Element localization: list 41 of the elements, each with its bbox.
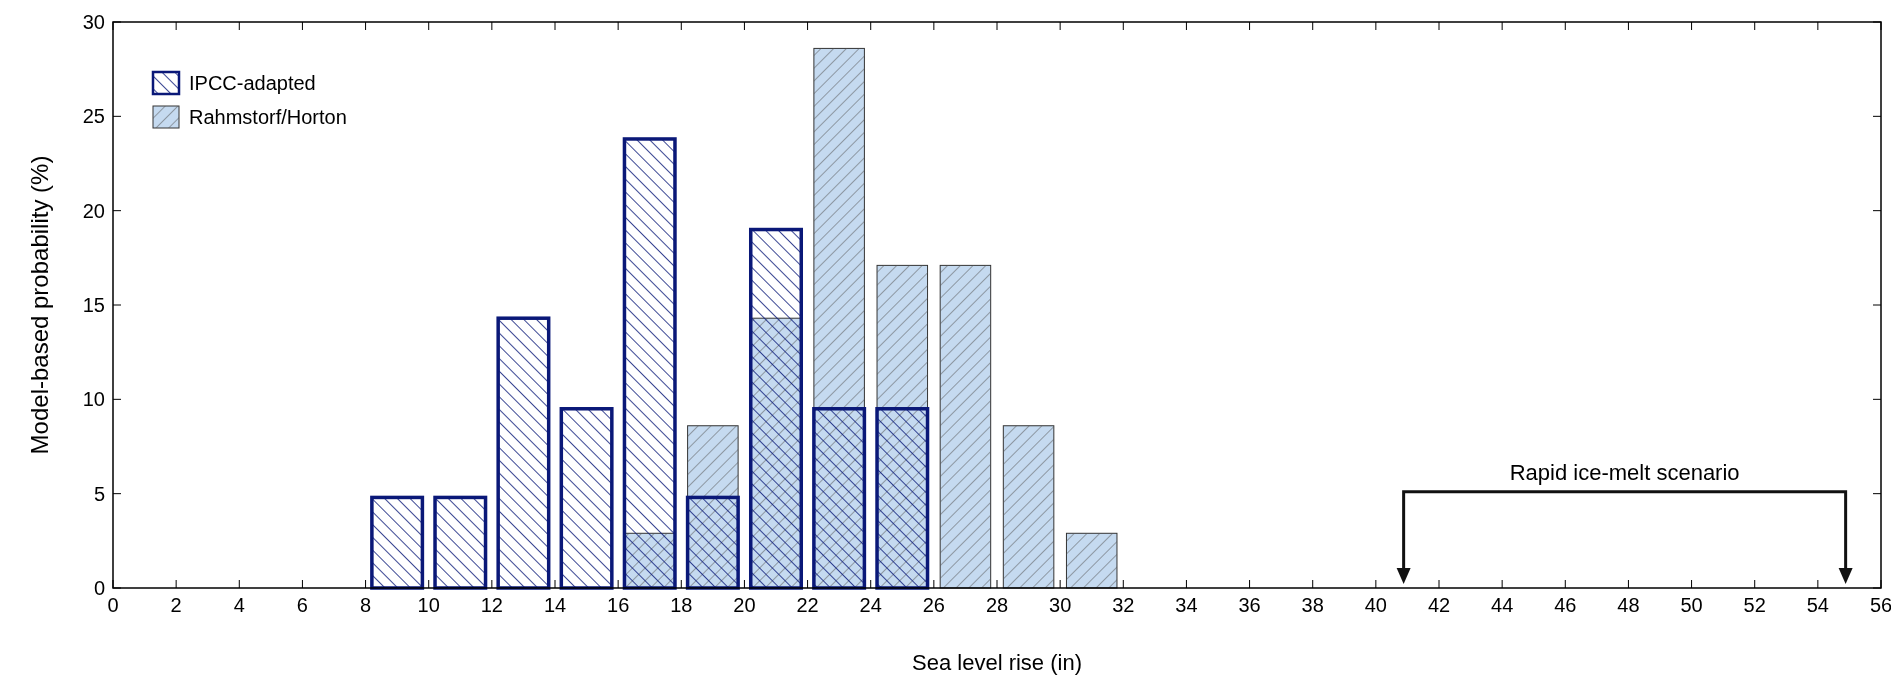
x-tick-label: 20	[733, 594, 756, 616]
x-tick-label: 28	[985, 594, 1009, 616]
x-tick-label: 14	[543, 594, 567, 616]
y-tick-label: 0	[93, 577, 105, 599]
legend-label: IPCC-adapted	[189, 72, 316, 94]
x-tick-label: 36	[1238, 594, 1261, 616]
x-tick-label: 42	[1427, 594, 1451, 616]
x-tick-label: 48	[1617, 594, 1640, 616]
y-tick-label: 5	[93, 482, 105, 505]
x-tick-label: 8	[360, 594, 372, 616]
x-tick-label: 52	[1743, 594, 1766, 616]
x-tick-label: 10	[417, 594, 440, 616]
x-tick-label: 6	[296, 594, 308, 616]
y-tick-label: 10	[82, 388, 105, 411]
x-tick-label: 50	[1680, 594, 1703, 616]
x-tick-label: 12	[480, 594, 503, 616]
x-tick-label: 38	[1301, 594, 1324, 616]
x-tick-label: 40	[1364, 594, 1387, 616]
x-tick-label: 56	[1869, 594, 1893, 616]
x-tick-label: 24	[859, 594, 882, 616]
x-tick-label: 44	[1491, 594, 1514, 616]
x-tick-label: 18	[670, 594, 693, 616]
x-tick-label: 34	[1175, 594, 1198, 616]
x-tick-label: 46	[1554, 594, 1577, 616]
x-tick-label: 4	[233, 594, 245, 616]
x-tick-label: 16	[607, 594, 630, 616]
y-axis-title: Model-based probability (%)	[26, 155, 53, 455]
x-axis-title: Sea level rise (in)	[912, 650, 1082, 675]
y-tick-label: 25	[82, 105, 105, 128]
y-tick-label: 15	[82, 294, 105, 316]
x-tick-label: 26	[922, 594, 945, 616]
legend-label: Rahmstorf/Horton	[189, 106, 347, 128]
x-tick-label: 32	[1112, 594, 1135, 616]
x-tick-label: 54	[1806, 594, 1829, 616]
y-tick-label: 20	[82, 199, 105, 222]
y-tick-label: 30	[82, 11, 105, 33]
annotation: Rapid ice-melt scenario	[1509, 459, 1740, 485]
x-tick-label: 22	[796, 594, 819, 616]
x-tick-label: 30	[1049, 594, 1072, 616]
x-tick-label: 0	[107, 594, 119, 616]
x-tick-label: 2	[170, 594, 182, 616]
